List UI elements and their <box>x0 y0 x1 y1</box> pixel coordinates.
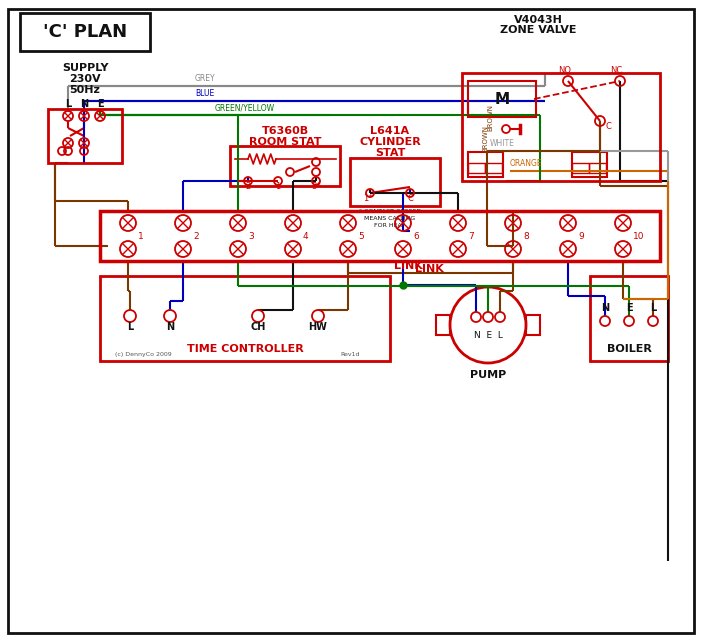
Text: 2: 2 <box>246 182 251 191</box>
Bar <box>468 152 503 177</box>
Bar <box>350 158 440 206</box>
Text: MEANS CALLING: MEANS CALLING <box>364 216 416 221</box>
Text: 8: 8 <box>523 231 529 240</box>
Text: CH: CH <box>251 322 265 332</box>
Bar <box>468 163 485 173</box>
Text: 1: 1 <box>138 231 144 240</box>
Text: FOR HEAT: FOR HEAT <box>374 223 406 228</box>
Bar <box>48 109 122 163</box>
Bar <box>526 315 540 335</box>
Text: LINK: LINK <box>394 261 423 271</box>
Bar <box>462 73 660 181</box>
Text: (c) DennyCo 2009: (c) DennyCo 2009 <box>115 352 172 357</box>
Bar <box>572 163 589 173</box>
Text: BLUE: BLUE <box>195 89 214 98</box>
Text: N: N <box>166 322 174 332</box>
Text: NC: NC <box>610 66 622 75</box>
Text: ROOM STAT: ROOM STAT <box>249 137 322 147</box>
Text: * CONTACT CLOSED: * CONTACT CLOSED <box>359 209 421 214</box>
Text: SUPPLY: SUPPLY <box>62 63 108 73</box>
Text: 10: 10 <box>633 231 644 240</box>
Text: L: L <box>65 99 71 109</box>
Text: 230V: 230V <box>69 74 101 84</box>
Text: PUMP: PUMP <box>470 370 506 380</box>
Text: 2: 2 <box>193 231 199 240</box>
Text: M: M <box>494 92 510 106</box>
Text: LINK: LINK <box>415 264 444 274</box>
Bar <box>436 315 450 335</box>
Text: GREY: GREY <box>195 74 216 83</box>
Text: N: N <box>601 303 609 313</box>
Text: HW: HW <box>309 322 327 332</box>
Text: C: C <box>407 194 413 203</box>
Text: 50Hz: 50Hz <box>69 85 100 95</box>
Text: Rev1d: Rev1d <box>340 352 359 357</box>
Text: E: E <box>625 303 633 313</box>
Text: ORANGE: ORANGE <box>510 159 543 168</box>
Text: NO: NO <box>559 66 571 75</box>
Text: L: L <box>650 303 656 313</box>
Text: BOILER: BOILER <box>607 344 651 354</box>
Text: CYLINDER: CYLINDER <box>359 137 421 147</box>
Text: BROWN: BROWN <box>487 104 493 131</box>
Bar <box>572 152 607 177</box>
Text: E: E <box>97 99 103 109</box>
Bar <box>589 163 606 173</box>
Bar <box>485 163 502 173</box>
Bar <box>468 81 536 117</box>
Bar <box>590 276 668 361</box>
Text: BROWN: BROWN <box>482 125 488 152</box>
Text: 7: 7 <box>468 231 474 240</box>
Text: V4043H: V4043H <box>514 15 562 25</box>
Text: GREEN/YELLOW: GREEN/YELLOW <box>215 103 275 112</box>
Text: 'C' PLAN: 'C' PLAN <box>43 23 127 41</box>
Text: T6360B: T6360B <box>261 126 309 136</box>
Text: 1*: 1* <box>363 194 373 203</box>
Text: 9: 9 <box>578 231 584 240</box>
Bar <box>100 276 390 361</box>
Text: 5: 5 <box>358 231 364 240</box>
Text: 6: 6 <box>413 231 419 240</box>
Text: 3: 3 <box>248 231 253 240</box>
Text: WHITE: WHITE <box>490 139 515 148</box>
Text: 1: 1 <box>275 182 281 191</box>
Text: STAT: STAT <box>375 148 405 158</box>
Text: N: N <box>80 99 88 109</box>
Bar <box>20 13 150 51</box>
Text: L641A: L641A <box>371 126 409 136</box>
Bar <box>230 146 340 186</box>
Text: L: L <box>127 322 133 332</box>
Text: C: C <box>605 122 611 131</box>
Bar <box>100 211 660 261</box>
Text: N  E  L: N E L <box>474 331 503 340</box>
Text: 3*: 3* <box>311 182 321 191</box>
Text: ZONE VALVE: ZONE VALVE <box>500 25 576 35</box>
Text: TIME CONTROLLER: TIME CONTROLLER <box>187 344 303 354</box>
Text: 4: 4 <box>303 231 309 240</box>
